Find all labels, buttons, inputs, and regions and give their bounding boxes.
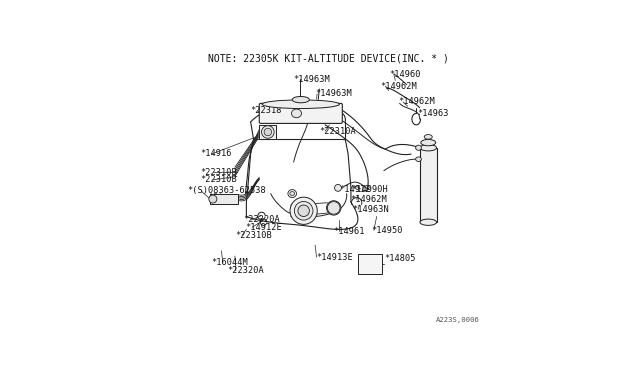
Ellipse shape <box>326 201 341 215</box>
Text: NOTE: 22305K KIT-ALTITUDE DEVICE(INC. * ): NOTE: 22305K KIT-ALTITUDE DEVICE(INC. * … <box>207 54 449 64</box>
Text: *22310B: *22310B <box>200 168 237 177</box>
Text: *14990H: *14990H <box>351 185 388 193</box>
Text: *14950: *14950 <box>371 226 403 235</box>
Text: (2): (2) <box>187 193 224 202</box>
Text: *22310A: *22310A <box>319 126 356 136</box>
Text: *14960: *14960 <box>390 70 421 79</box>
Text: *16044M: *16044M <box>211 259 248 267</box>
Ellipse shape <box>420 140 436 146</box>
Text: *14912: *14912 <box>339 185 371 194</box>
Text: *22318: *22318 <box>250 106 282 115</box>
Circle shape <box>328 202 340 214</box>
Polygon shape <box>259 125 276 139</box>
Bar <box>358 254 383 274</box>
Bar <box>420 148 436 222</box>
Ellipse shape <box>290 197 317 224</box>
Text: *14963: *14963 <box>417 109 449 118</box>
Text: *14912E: *14912E <box>245 223 282 232</box>
Ellipse shape <box>420 219 436 225</box>
Text: *14913E: *14913E <box>316 253 353 262</box>
Text: *14962M: *14962M <box>380 82 417 91</box>
Text: *22310B: *22310B <box>200 175 237 185</box>
Ellipse shape <box>294 202 313 220</box>
Polygon shape <box>210 194 238 203</box>
Text: *14963M: *14963M <box>315 89 352 98</box>
FancyBboxPatch shape <box>259 103 342 124</box>
Ellipse shape <box>415 157 421 161</box>
Ellipse shape <box>415 145 421 150</box>
Text: *14805: *14805 <box>384 254 415 263</box>
Ellipse shape <box>262 100 339 109</box>
Text: *22320A: *22320A <box>243 215 280 224</box>
Ellipse shape <box>291 109 301 118</box>
Circle shape <box>335 185 342 191</box>
Text: *14962M: *14962M <box>350 195 387 204</box>
Text: *14916: *14916 <box>200 149 232 158</box>
Ellipse shape <box>288 190 296 198</box>
Ellipse shape <box>292 96 309 103</box>
Text: *14961: *14961 <box>333 227 365 236</box>
Ellipse shape <box>424 135 432 139</box>
Circle shape <box>298 205 309 217</box>
Circle shape <box>262 126 274 138</box>
Text: *14962M: *14962M <box>398 97 435 106</box>
Circle shape <box>209 195 217 203</box>
Text: *14963N: *14963N <box>353 205 389 214</box>
Text: *14963M: *14963M <box>294 74 330 83</box>
Ellipse shape <box>420 145 436 151</box>
Text: *(S)08363-62538: *(S)08363-62538 <box>187 186 266 195</box>
Ellipse shape <box>290 192 294 196</box>
Text: *22310B: *22310B <box>236 231 273 240</box>
Circle shape <box>264 128 271 136</box>
Text: *22320A: *22320A <box>227 266 264 275</box>
Text: A223S,0006: A223S,0006 <box>435 317 479 323</box>
